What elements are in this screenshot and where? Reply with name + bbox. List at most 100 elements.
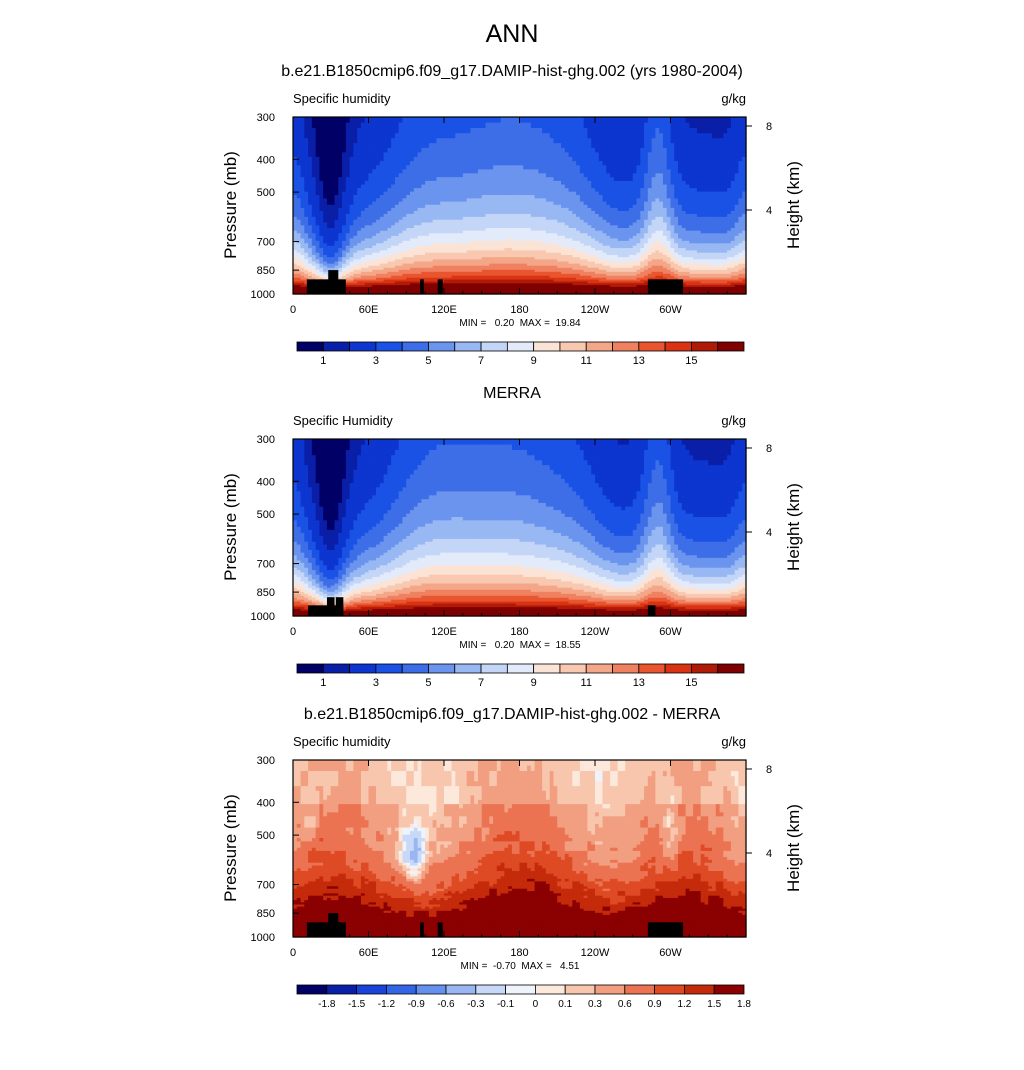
contour-cell bbox=[376, 192, 380, 196]
contour-cell bbox=[402, 152, 406, 157]
contour-cell bbox=[455, 143, 459, 148]
contour-cell bbox=[448, 148, 452, 153]
contour-cell bbox=[527, 123, 531, 129]
contour-cell bbox=[595, 157, 599, 162]
contour-cell bbox=[304, 128, 308, 134]
contour-cell bbox=[584, 117, 588, 123]
figure-title: ANN bbox=[0, 20, 1024, 49]
contour-cell bbox=[304, 157, 308, 162]
contour-cell bbox=[395, 148, 399, 153]
contour-cell bbox=[565, 128, 569, 134]
contour-cell bbox=[323, 152, 327, 157]
contour-cell bbox=[436, 133, 440, 139]
contour-cell bbox=[418, 169, 422, 174]
contour-cell bbox=[425, 133, 429, 139]
contour-cell bbox=[550, 161, 554, 166]
contour-cell bbox=[595, 181, 599, 185]
contour-cell bbox=[463, 165, 467, 170]
contour-cell bbox=[357, 157, 361, 162]
contour-cell bbox=[414, 181, 418, 185]
contour-cell bbox=[338, 188, 342, 192]
contour-cell bbox=[319, 138, 323, 143]
contour-cell bbox=[546, 185, 550, 189]
contour-cell bbox=[353, 152, 357, 157]
contour-cell bbox=[557, 177, 561, 181]
contour-cell bbox=[387, 188, 391, 192]
contour-cell bbox=[319, 128, 323, 134]
contour-cell bbox=[531, 148, 535, 153]
contour-cell bbox=[538, 177, 542, 181]
contour-cell bbox=[599, 185, 603, 189]
contour-cell bbox=[365, 138, 369, 143]
contour-cell bbox=[553, 138, 557, 143]
contour-cell bbox=[550, 188, 554, 192]
contour-cell bbox=[440, 169, 444, 174]
contour-cell bbox=[587, 138, 591, 143]
contour-cell bbox=[414, 165, 418, 170]
contour-cell bbox=[546, 123, 550, 129]
contour-cell bbox=[553, 177, 557, 181]
contour-cell bbox=[429, 143, 433, 148]
contour-cell bbox=[512, 128, 516, 134]
contour-cell bbox=[391, 181, 395, 185]
contour-cell bbox=[304, 143, 308, 148]
contour-cell bbox=[595, 177, 599, 181]
contour-cell bbox=[319, 161, 323, 166]
contour-cell bbox=[501, 148, 505, 153]
contour-cell bbox=[489, 192, 493, 196]
contour-cell bbox=[319, 133, 323, 139]
contour-cell bbox=[429, 169, 433, 174]
contour-cell bbox=[482, 173, 486, 177]
contour-cell bbox=[376, 181, 380, 185]
contour-cell bbox=[308, 138, 312, 143]
contour-cell bbox=[557, 188, 561, 192]
contour-cell bbox=[595, 173, 599, 177]
contour-cell bbox=[606, 169, 610, 174]
contour-cell bbox=[301, 128, 305, 134]
contour-cell bbox=[440, 133, 444, 139]
contour-cell bbox=[448, 181, 452, 185]
contour-cell bbox=[584, 192, 588, 196]
contour-cell bbox=[504, 169, 508, 174]
contour-cell bbox=[436, 181, 440, 185]
contour-cell bbox=[501, 123, 505, 129]
contour-cell bbox=[369, 152, 373, 157]
contour-cell bbox=[561, 143, 565, 148]
contour-cell bbox=[444, 192, 448, 196]
contour-cell bbox=[576, 128, 580, 134]
contour-cell bbox=[301, 177, 305, 181]
contour-cell bbox=[504, 128, 508, 134]
contour-cell bbox=[553, 143, 557, 148]
contour-cell bbox=[538, 128, 542, 134]
contour-cell bbox=[599, 169, 603, 174]
contour-cell bbox=[410, 188, 414, 192]
contour-cell bbox=[463, 185, 467, 189]
contour-cell bbox=[591, 143, 595, 148]
contour-cell bbox=[520, 173, 524, 177]
contour-cell bbox=[440, 177, 444, 181]
contour-cell bbox=[361, 123, 365, 129]
contour-cell bbox=[486, 188, 490, 192]
contour-cell bbox=[316, 123, 320, 129]
contour-cell bbox=[535, 173, 539, 177]
contour-cell bbox=[316, 133, 320, 139]
contour-cell bbox=[425, 165, 429, 170]
contour-cell bbox=[338, 165, 342, 170]
contour-cell bbox=[580, 169, 584, 174]
contour-cell bbox=[523, 165, 527, 170]
contour-cell bbox=[455, 192, 459, 196]
contour-cell bbox=[399, 185, 403, 189]
contour-cell bbox=[384, 177, 388, 181]
contour-cell bbox=[553, 188, 557, 192]
contour-cell bbox=[335, 138, 339, 143]
contour-cell bbox=[580, 185, 584, 189]
contour-cell bbox=[410, 152, 414, 157]
contour-cell bbox=[384, 188, 388, 192]
contour-cell bbox=[587, 157, 591, 162]
contour-cell bbox=[312, 148, 316, 153]
contour-cell bbox=[353, 128, 357, 134]
contour-cell bbox=[308, 123, 312, 129]
contour-cell bbox=[576, 173, 580, 177]
contour-cell bbox=[395, 161, 399, 166]
contour-cell bbox=[603, 173, 607, 177]
